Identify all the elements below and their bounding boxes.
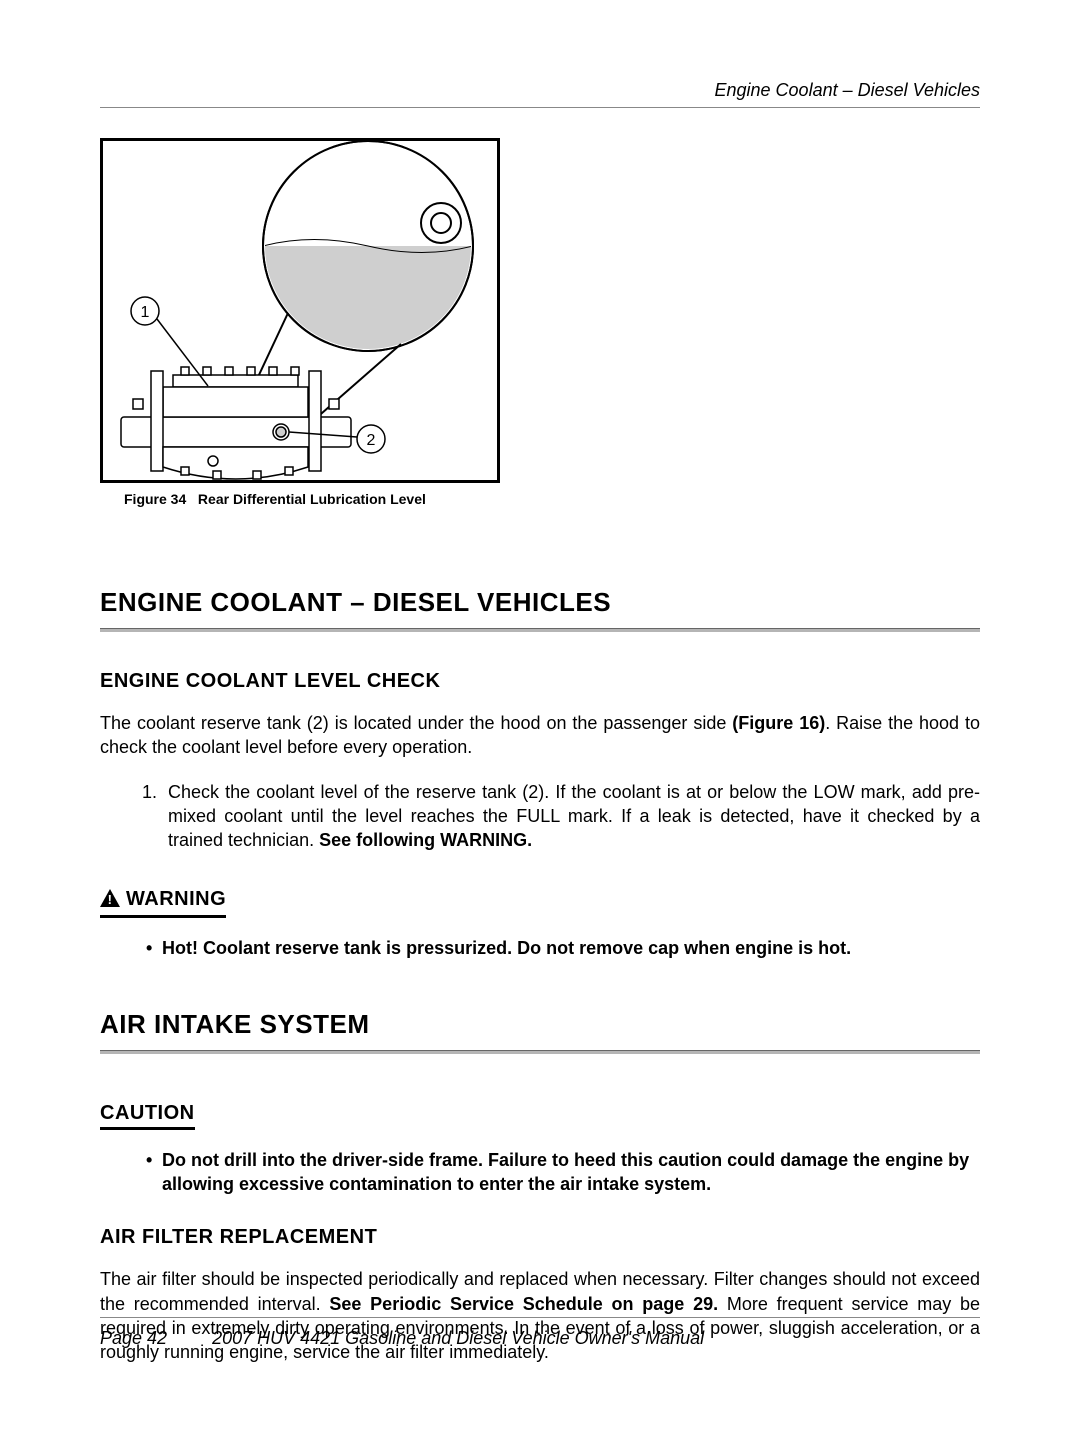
see-warning: See following WARNING. — [319, 830, 532, 850]
page-footer: Page 42 2007 HUV 4421 Gasoline and Diese… — [100, 1317, 980, 1349]
warning-list: Hot! Coolant reserve tank is pressurized… — [100, 936, 980, 960]
heading-rule — [100, 1050, 980, 1054]
rear-diff-diagram: 1 2 — [103, 141, 500, 483]
callout-2-label: 2 — [367, 432, 376, 449]
subhead-air-filter: AIR FILTER REPLACEMENT — [100, 1226, 980, 1249]
figure-ref: (Figure 16) — [732, 713, 825, 733]
air-filter-paragraph: The air filter should be inspected perio… — [100, 1267, 980, 1364]
warning-icon: ! — [100, 889, 120, 913]
step-1: Check the coolant level of the reserve t… — [162, 780, 980, 853]
heading-air-intake: AIR INTAKE SYSTEM — [100, 1009, 980, 1040]
page-number: Page 42 — [100, 1328, 207, 1348]
see-schedule: See Periodic Service Schedule on page 29… — [329, 1294, 718, 1314]
warning-label: WARNING — [126, 888, 226, 910]
caution-list: Do not drill into the driver-side frame.… — [100, 1148, 980, 1197]
manual-title: 2007 HUV 4421 Gasoline and Diesel Vehicl… — [212, 1328, 704, 1348]
figure-title: Rear Differential Lubrication Level — [198, 491, 426, 507]
caution-heading: CAUTION — [100, 1102, 195, 1130]
header-rule — [100, 107, 980, 108]
caution-item: Do not drill into the driver-side frame.… — [146, 1148, 980, 1197]
manual-page: Engine Coolant – Diesel Vehicles — [0, 0, 1080, 1445]
coolant-intro-paragraph: The coolant reserve tank (2) is located … — [100, 711, 980, 760]
figure-34: 1 2 Figure 34 Rear Differential Lubricat… — [100, 138, 980, 507]
callout-1-label: 1 — [141, 304, 150, 321]
text-run: The coolant reserve tank (2) is located … — [100, 713, 732, 733]
figure-frame: 1 2 — [100, 138, 500, 483]
warning-item: Hot! Coolant reserve tank is pressurized… — [146, 936, 980, 960]
figure-number: Figure 34 — [124, 491, 186, 507]
subhead-coolant-check: ENGINE COOLANT LEVEL CHECK — [100, 670, 980, 693]
text-run: Check the coolant level of the reserve t… — [168, 782, 980, 851]
warning-heading: ! WARNING — [100, 888, 226, 918]
heading-rule — [100, 628, 980, 632]
svg-text:!: ! — [108, 892, 113, 907]
coolant-steps: Check the coolant level of the reserve t… — [100, 780, 980, 853]
figure-caption: Figure 34 Rear Differential Lubrication … — [100, 491, 980, 507]
running-header: Engine Coolant – Diesel Vehicles — [100, 80, 980, 101]
heading-engine-coolant: ENGINE COOLANT – DIESEL VEHICLES — [100, 587, 980, 618]
